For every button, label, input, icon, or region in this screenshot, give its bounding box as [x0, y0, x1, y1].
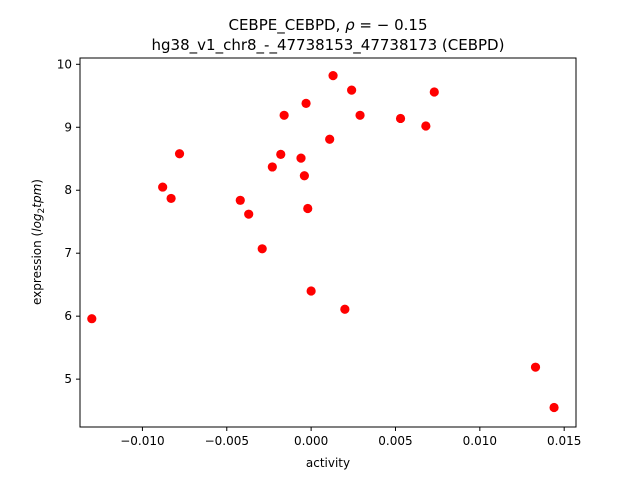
- y-axis-label: expression (log2tpm): [30, 179, 47, 305]
- data-point: [549, 402, 559, 413]
- x-axis-label: activity: [306, 456, 350, 470]
- rho-value: = − 0.15: [355, 16, 428, 34]
- data-points: [87, 71, 559, 413]
- data-point: [279, 110, 289, 120]
- chart-title-line-1: CEBPE_CEBPD, ρ = − 0.15: [228, 16, 427, 35]
- data-point: [347, 85, 357, 95]
- data-point: [301, 98, 311, 108]
- x-axis-ticks: −0.010 −0.005 0.000 0.005 0.010 0.015: [120, 427, 581, 448]
- x-tick-label: 0.015: [547, 434, 581, 448]
- x-tick-label: −0.005: [205, 434, 249, 448]
- data-point: [257, 244, 267, 254]
- y-axis-label-log: log: [30, 213, 44, 232]
- x-tick-label: 0.005: [378, 434, 412, 448]
- y-axis-label-subscript: 2: [37, 208, 47, 214]
- x-tick-label: 0.010: [463, 434, 497, 448]
- x-tick-label: 0.000: [294, 434, 328, 448]
- data-point: [421, 121, 431, 131]
- y-tick-label: 10: [57, 57, 72, 71]
- y-axis-ticks: 5 6 7 8 9 10: [57, 57, 80, 386]
- data-point: [355, 110, 365, 120]
- data-point: [530, 362, 541, 372]
- data-point: [235, 195, 245, 205]
- data-point: [87, 314, 97, 324]
- chart-title-prefix: CEBPE_CEBPD,: [228, 16, 345, 35]
- data-point: [276, 149, 286, 159]
- y-tick-label: 7: [64, 246, 72, 260]
- y-tick-label: 5: [64, 372, 72, 386]
- y-axis-label-tpm: tpm: [30, 184, 44, 208]
- plot-area-frame: [79, 57, 577, 428]
- rho-symbol: ρ: [345, 16, 355, 34]
- data-point: [244, 209, 254, 219]
- data-point: [325, 134, 335, 144]
- chart-title-line-2: hg38_v1_chr8_-_47738153_47738173 (CEBPD): [152, 36, 505, 55]
- y-axis-label-prefix: expression (: [30, 232, 44, 305]
- y-axis-label-suffix: ): [30, 179, 44, 184]
- x-tick-label: −0.010: [120, 434, 164, 448]
- y-tick-label: 8: [64, 183, 72, 197]
- data-point: [166, 193, 176, 204]
- y-tick-label: 9: [64, 120, 72, 134]
- data-point: [174, 149, 185, 159]
- data-point: [306, 286, 316, 296]
- y-tick-label: 6: [64, 309, 72, 323]
- data-point: [340, 304, 350, 314]
- data-point: [158, 182, 168, 192]
- data-point: [303, 203, 313, 214]
- data-point: [267, 162, 277, 172]
- data-point: [296, 153, 306, 163]
- data-point: [328, 71, 338, 81]
- data-point: [395, 113, 406, 124]
- data-point: [429, 87, 439, 97]
- data-point: [299, 171, 309, 181]
